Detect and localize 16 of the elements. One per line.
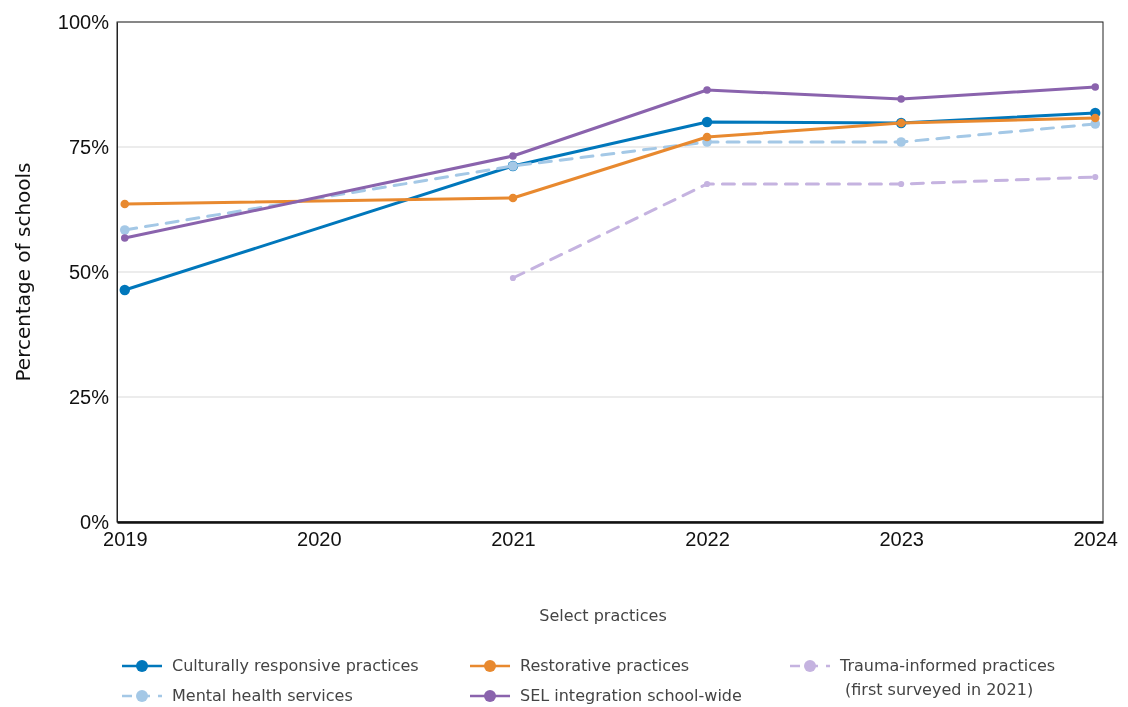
- x-tick-label: 2024: [1073, 528, 1118, 551]
- y-tick-label: 50%: [68, 260, 110, 283]
- legend-label: Trauma-informed practices (first surveyed in 2021): [839, 656, 1056, 699]
- legend-title: Select practices: [539, 606, 667, 625]
- x-tick-label: 2020: [297, 528, 342, 551]
- x-tick-label: 2022: [685, 528, 730, 551]
- x-tick-label: 2023: [879, 528, 924, 551]
- y-axis-title: Percentage of schools: [11, 162, 35, 382]
- y-tick-label: 25%: [68, 385, 110, 408]
- legend-label: Mental health services: [172, 686, 353, 705]
- y-tick-label: 100%: [57, 10, 110, 33]
- legend-label: SEL integration school-wide: [520, 686, 742, 705]
- legend-label: Restorative practices: [520, 656, 690, 675]
- legend-label: Culturally responsive practices: [172, 656, 419, 675]
- x-tick-label: 2021: [491, 528, 536, 551]
- y-tick-label: 75%: [68, 135, 110, 158]
